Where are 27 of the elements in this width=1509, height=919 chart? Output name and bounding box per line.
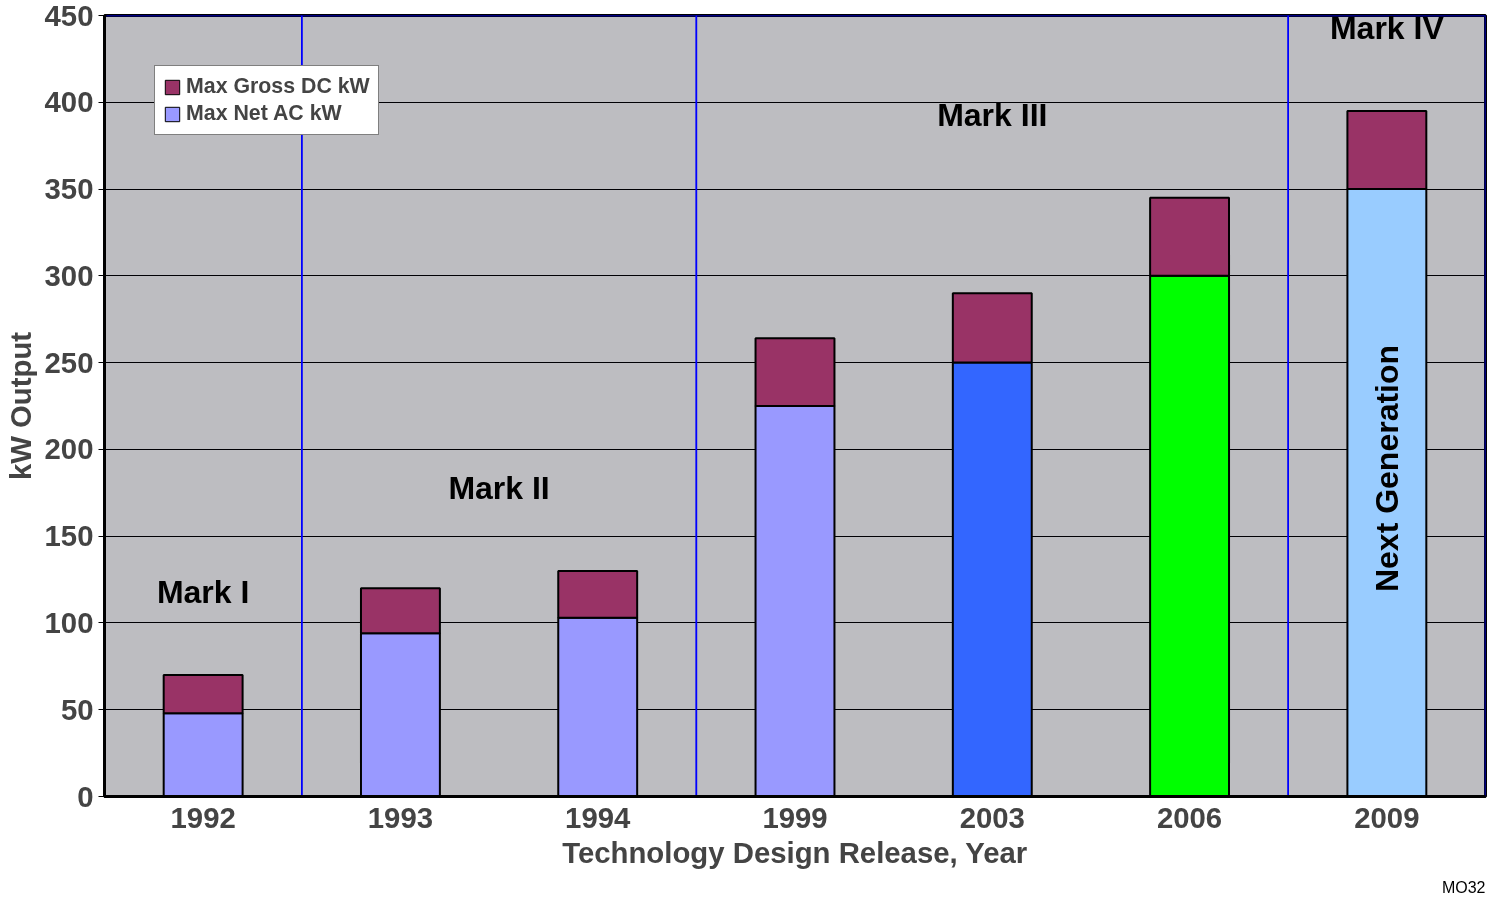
legend-label: Max Net AC kW <box>186 101 342 126</box>
text: MO32 <box>1441 878 1486 896</box>
y-tick-label: 0 <box>77 779 94 813</box>
x-tick-label: 1992 <box>170 800 236 834</box>
band-label: Mark I <box>156 574 250 611</box>
x-tick-label: 2009 <box>1354 800 1420 834</box>
y-tick-label: 100 <box>44 605 94 639</box>
y-tick-label: 400 <box>44 85 94 119</box>
annotation: Next Generation <box>1368 344 1405 593</box>
y-tick-label: 300 <box>44 258 94 292</box>
y-tick-label: 200 <box>44 432 94 466</box>
legend-label: Max Gross DC kW <box>186 74 370 99</box>
x-tick-label: 2003 <box>959 800 1025 834</box>
x-tick-label: 1994 <box>565 800 632 834</box>
y-tick-label: 250 <box>44 345 94 379</box>
x-axis-title: Technology Design Release, Year <box>562 835 1028 869</box>
x-tick-label: 2006 <box>1156 800 1223 834</box>
band-label: Mark IV <box>1329 9 1445 46</box>
band-label: Mark II <box>448 469 550 506</box>
y-axis-title: kW Output <box>3 331 37 481</box>
y-tick-label: 150 <box>44 519 94 553</box>
y-tick-label: 50 <box>60 692 94 726</box>
band-label: Mark III <box>937 96 1048 133</box>
x-tick-label: 1999 <box>762 800 828 834</box>
y-tick-label: 450 <box>44 0 94 32</box>
x-tick-label: 1993 <box>367 800 434 834</box>
y-tick-label: 350 <box>44 172 94 206</box>
